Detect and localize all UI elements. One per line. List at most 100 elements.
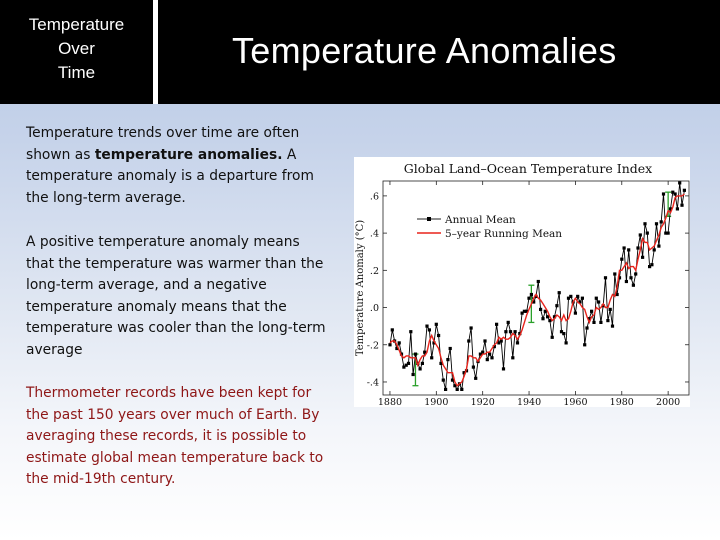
- annual-mean-point: [550, 335, 554, 339]
- annual-mean-point: [506, 320, 510, 324]
- section-title-line-3: Time: [57, 63, 96, 82]
- annual-mean-point: [481, 350, 485, 354]
- x-tick-label: 1940: [517, 397, 541, 407]
- annual-mean-point: [645, 231, 649, 235]
- annual-mean-points: [388, 181, 686, 391]
- annual-mean-point: [499, 339, 503, 343]
- legend: Annual Mean 5–year Running Mean: [417, 214, 562, 240]
- legend-annual-label: Annual Mean: [444, 214, 516, 226]
- annual-mean-point: [654, 222, 659, 226]
- y-tick-label: .6: [370, 191, 379, 202]
- annual-mean-point: [648, 265, 652, 269]
- annual-mean-point: [497, 341, 501, 345]
- paragraph-1-tail: A temperature anomaly is a departure fro…: [26, 146, 314, 206]
- y-tick-label: .4: [370, 229, 379, 240]
- annual-mean-point: [522, 309, 526, 313]
- annual-mean-point: [622, 246, 626, 250]
- paragraph-positive-negative: A positive temperature anomaly means tha…: [26, 234, 326, 358]
- annual-mean-point: [541, 317, 545, 321]
- annual-mean-point: [657, 244, 661, 248]
- annual-mean-point: [559, 330, 564, 334]
- annual-mean-point: [634, 272, 638, 276]
- annual-mean-point: [423, 350, 427, 354]
- annual-mean-point: [492, 345, 496, 349]
- annual-mean-point: [661, 192, 666, 196]
- annual-mean-point: [578, 300, 582, 304]
- annual-mean-point: [620, 257, 624, 261]
- annual-mean-point: [453, 384, 457, 388]
- annual-mean-point: [450, 378, 455, 382]
- section-title-line-1: Temperature: [28, 15, 125, 34]
- annual-mean-point: [636, 246, 640, 250]
- x-tick-label: 1960: [563, 397, 587, 407]
- annual-mean-point: [471, 365, 475, 369]
- annual-mean-point: [580, 296, 584, 300]
- annual-mean-point: [543, 309, 547, 313]
- annual-mean-point: [576, 294, 580, 298]
- annual-mean-point: [485, 358, 489, 362]
- annual-mean-point: [680, 203, 684, 207]
- title-bar: Temperature Anomalies: [158, 0, 720, 104]
- annual-mean-point: [409, 330, 413, 334]
- annual-mean-point: [483, 339, 487, 343]
- annual-mean-point: [539, 307, 543, 311]
- annual-mean-point: [439, 361, 443, 365]
- annual-mean-point: [469, 326, 473, 330]
- paragraph-1-lead: Temperature trends over time are often s…: [26, 125, 300, 163]
- section-title-line-2: Over: [58, 39, 95, 58]
- y-tick-label: -.2: [367, 340, 379, 351]
- annual-mean-point: [404, 363, 408, 367]
- paragraph-1-bold-term: temperature anomalies.: [94, 146, 283, 163]
- annual-mean-point: [420, 361, 424, 365]
- annual-mean-point: [397, 341, 401, 345]
- annual-mean-point: [520, 311, 524, 315]
- annual-mean-point: [613, 272, 617, 276]
- annual-mean-point: [490, 356, 494, 360]
- annual-mean-point: [597, 300, 601, 304]
- x-axis: 1880 1900 1920 1940 1960 1980 2000: [378, 181, 680, 407]
- annual-mean-point: [427, 328, 431, 332]
- x-tick-label: 1880: [378, 397, 402, 407]
- annual-mean-point: [641, 255, 645, 259]
- annual-mean-point: [587, 317, 591, 321]
- x-tick-label: 1980: [610, 397, 634, 407]
- annual-mean-point: [555, 304, 559, 308]
- annual-mean-point: [638, 233, 642, 237]
- annual-mean-point: [525, 309, 529, 313]
- annual-mean-point: [643, 222, 647, 226]
- annual-mean-point: [678, 181, 682, 185]
- y-tick-label: .2: [370, 266, 379, 277]
- chart-title: Global Land–Ocean Temperature Index: [404, 161, 652, 176]
- annual-mean-point: [608, 307, 612, 311]
- annual-mean-point: [569, 294, 573, 298]
- annual-mean-point: [460, 387, 464, 391]
- annual-mean-point: [434, 322, 438, 326]
- running-mean-line: [389, 193, 685, 387]
- annual-mean-point: [552, 315, 557, 319]
- annual-mean-point: [573, 311, 577, 315]
- annual-mean-point: [411, 372, 415, 377]
- annual-mean-point: [606, 319, 610, 323]
- annual-mean-point: [413, 352, 418, 356]
- plot-frame: [382, 180, 690, 396]
- annual-mean-point: [668, 207, 673, 211]
- annual-mean-point: [527, 296, 531, 300]
- annual-mean-point: [508, 330, 513, 334]
- annual-mean-point: [444, 387, 448, 391]
- x-tick-label: 1900: [424, 397, 448, 407]
- annual-mean-point: [650, 263, 654, 267]
- annual-mean-point: [631, 283, 635, 287]
- annual-mean-point: [562, 332, 566, 336]
- annual-mean-point: [671, 190, 675, 194]
- annual-mean-point: [564, 341, 568, 345]
- annual-mean-point: [418, 367, 422, 371]
- annual-mean-point: [548, 319, 552, 323]
- annual-mean-point: [437, 333, 441, 338]
- annual-mean-point: [666, 231, 670, 235]
- annual-mean-point: [583, 343, 587, 347]
- section-title-box: Temperature Over Time: [0, 0, 153, 104]
- annual-mean-point: [615, 292, 619, 297]
- annual-mean-point: [532, 300, 536, 304]
- annual-mean-point: [474, 376, 478, 380]
- annual-mean-point: [462, 371, 466, 375]
